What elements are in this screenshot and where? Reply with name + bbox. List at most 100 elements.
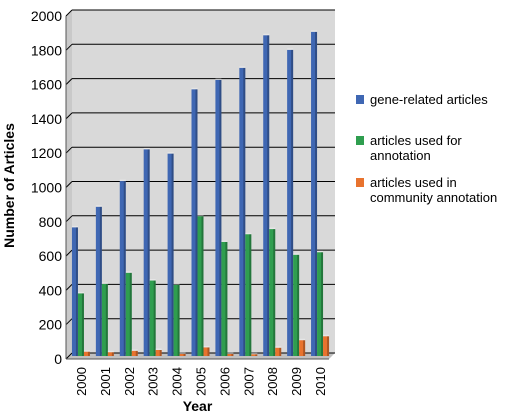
axes bbox=[65, 16, 329, 360]
bar-side bbox=[99, 206, 102, 356]
bar-side bbox=[147, 149, 150, 356]
bar-side bbox=[249, 234, 252, 356]
bar bbox=[191, 89, 198, 356]
bar-side bbox=[171, 153, 174, 356]
bar-top bbox=[323, 334, 330, 337]
x-tick-label: 2003 bbox=[146, 367, 161, 396]
bar-side bbox=[243, 67, 246, 356]
y-tick-label: 800 bbox=[39, 214, 63, 230]
y-tick-labels: 0 200 400 600 800 1000 1200 1400 1600 1800 2000 bbox=[31, 8, 62, 367]
bar-top bbox=[131, 349, 138, 351]
bar-top bbox=[77, 291, 84, 294]
bar-top bbox=[101, 282, 108, 284]
bar-side bbox=[315, 31, 318, 357]
bar bbox=[83, 351, 90, 356]
legend-label: annotation bbox=[370, 148, 431, 163]
gridline-side bbox=[65, 112, 73, 120]
bar bbox=[143, 149, 150, 356]
bar bbox=[251, 354, 258, 356]
y-axis-title: Number of Articles bbox=[1, 123, 17, 248]
legend-label: articles used in bbox=[370, 175, 457, 190]
legend: gene-related articles articles used foran… bbox=[356, 92, 497, 205]
bar bbox=[293, 254, 300, 356]
y-tick-label: 200 bbox=[39, 317, 63, 333]
x-tick-labels: 2000 2001 2002 2003 2004 2005 2006 2007 2008 2009… bbox=[74, 367, 328, 396]
bar bbox=[179, 353, 186, 356]
bar-top bbox=[83, 350, 90, 352]
bar bbox=[95, 206, 102, 356]
bar-top bbox=[275, 346, 282, 348]
x-tick-label: 2006 bbox=[217, 367, 232, 396]
bar-top bbox=[221, 240, 228, 242]
bar-side bbox=[327, 336, 330, 356]
bar-top bbox=[263, 33, 270, 36]
bar bbox=[263, 35, 270, 357]
y-tick-label: 2000 bbox=[31, 8, 62, 24]
bar-top bbox=[269, 227, 276, 230]
bar-top bbox=[251, 352, 258, 355]
x-tick-label: 2010 bbox=[313, 367, 328, 396]
bar-top bbox=[95, 205, 102, 207]
y-tick-label: 1000 bbox=[31, 180, 62, 196]
bar bbox=[149, 280, 156, 356]
legend-swatch bbox=[356, 95, 364, 104]
gridline-side bbox=[65, 78, 73, 85]
x-tick-label: 2004 bbox=[170, 367, 185, 396]
gridline-side bbox=[65, 146, 73, 154]
bar-side bbox=[195, 89, 198, 356]
legend-label: community annotation bbox=[370, 190, 497, 205]
bar-side bbox=[219, 79, 222, 356]
bar bbox=[125, 272, 132, 356]
bar-top bbox=[227, 352, 234, 354]
y-tick-label: 1600 bbox=[31, 77, 62, 93]
x-tick-label: 2009 bbox=[289, 367, 304, 396]
bar-side bbox=[201, 216, 204, 356]
bar bbox=[275, 347, 282, 356]
y-tick-label: 1800 bbox=[31, 42, 62, 58]
y-tick-label: 1200 bbox=[31, 145, 62, 161]
bar-side bbox=[87, 351, 90, 356]
x-tick-label: 2005 bbox=[194, 367, 209, 396]
bar-side bbox=[303, 340, 306, 356]
bar-top bbox=[239, 66, 246, 68]
x-tick-label: 2007 bbox=[241, 367, 256, 396]
bar bbox=[173, 284, 180, 356]
bar-top bbox=[245, 232, 252, 235]
bar-top bbox=[215, 78, 222, 80]
bar bbox=[269, 229, 276, 356]
gridline-side bbox=[65, 181, 73, 188]
bar-top bbox=[203, 345, 210, 348]
bar-top bbox=[119, 179, 126, 182]
y-tick-label: 600 bbox=[39, 248, 63, 264]
bar-side bbox=[129, 272, 132, 356]
bar-top bbox=[287, 48, 294, 50]
bar bbox=[71, 227, 78, 356]
x-axis-title: Year bbox=[183, 398, 213, 414]
bars bbox=[71, 30, 330, 357]
bar-top bbox=[125, 271, 132, 273]
bar-top bbox=[317, 250, 324, 253]
bar-side bbox=[255, 354, 258, 356]
gridline-side bbox=[65, 352, 73, 360]
y-tick-label: 0 bbox=[54, 351, 62, 367]
bar bbox=[107, 352, 114, 356]
bar bbox=[323, 336, 330, 356]
bar-side bbox=[105, 283, 108, 356]
bar bbox=[287, 49, 294, 357]
bar-top bbox=[299, 338, 306, 341]
bar-top bbox=[107, 350, 114, 353]
bar bbox=[215, 79, 222, 356]
bar-top bbox=[173, 283, 180, 285]
gridline-side bbox=[65, 284, 73, 291]
legend-swatch bbox=[356, 136, 364, 145]
bar bbox=[311, 31, 318, 357]
bar-side bbox=[159, 349, 162, 356]
bar-top bbox=[197, 214, 204, 217]
bar-side bbox=[207, 347, 210, 356]
bar bbox=[317, 252, 324, 356]
bar-side bbox=[183, 353, 186, 356]
bar-top bbox=[155, 348, 162, 350]
bar-side bbox=[273, 229, 276, 356]
legend-label: articles used for bbox=[370, 133, 462, 148]
bar bbox=[239, 67, 246, 356]
